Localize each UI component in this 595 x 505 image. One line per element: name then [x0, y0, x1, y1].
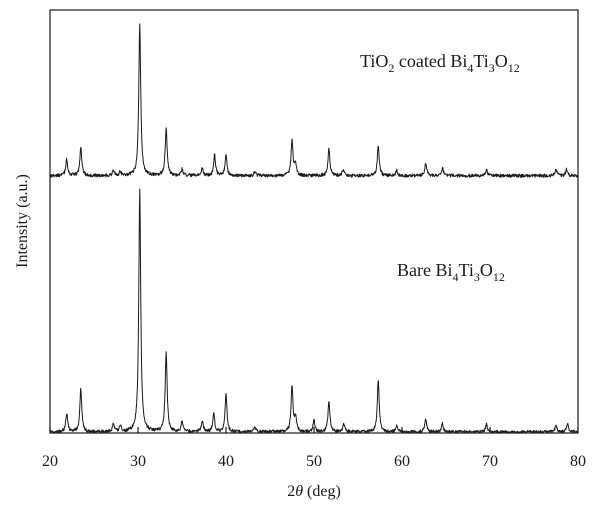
label-subscript: 3 [474, 270, 480, 284]
label-text: O [480, 260, 493, 280]
x-tick-label: 60 [394, 453, 410, 470]
x-tick-label: 50 [306, 453, 322, 470]
x-tick-label: 70 [482, 453, 498, 470]
label-text: Bare Bi [397, 260, 453, 280]
x-axis-ticks: 20 30 40 50 60 70 80 [42, 427, 586, 470]
label-subscript: 4 [467, 61, 473, 75]
label-subscript: 12 [508, 61, 520, 75]
x-axis-label-prefix: 2 [287, 483, 295, 500]
x-axis-label-suffix: (deg) [303, 483, 341, 500]
label-subscript: 2 [388, 61, 394, 75]
series-label-bare: Bare Bi4Ti3O12 [397, 260, 505, 284]
label-subscript: 12 [493, 270, 505, 284]
x-axis-label-symbol: θ [295, 483, 303, 500]
series-line-coated [49, 23, 579, 178]
plot-frame [49, 9, 579, 434]
label-subscript: 3 [489, 61, 495, 75]
label-subscript: 4 [453, 270, 459, 284]
label-text: coated Bi [394, 51, 467, 71]
x-tick-label: 20 [42, 453, 58, 470]
x-tick-label: 30 [130, 453, 146, 470]
x-tick-label: 40 [218, 453, 234, 470]
series-label-coated: TiO2 coated Bi4Ti3O12 [360, 51, 520, 75]
series-lines [49, 23, 579, 433]
y-axis-label: Intensity (a.u.) [14, 174, 31, 268]
label-text: TiO [360, 51, 388, 71]
x-axis-label: 2θ (deg) [287, 483, 341, 500]
label-text: Ti [473, 51, 488, 71]
label-text: Ti [459, 260, 474, 280]
series-line-bare [49, 188, 579, 433]
label-text: O [495, 51, 508, 71]
x-tick-label: 80 [570, 453, 586, 470]
